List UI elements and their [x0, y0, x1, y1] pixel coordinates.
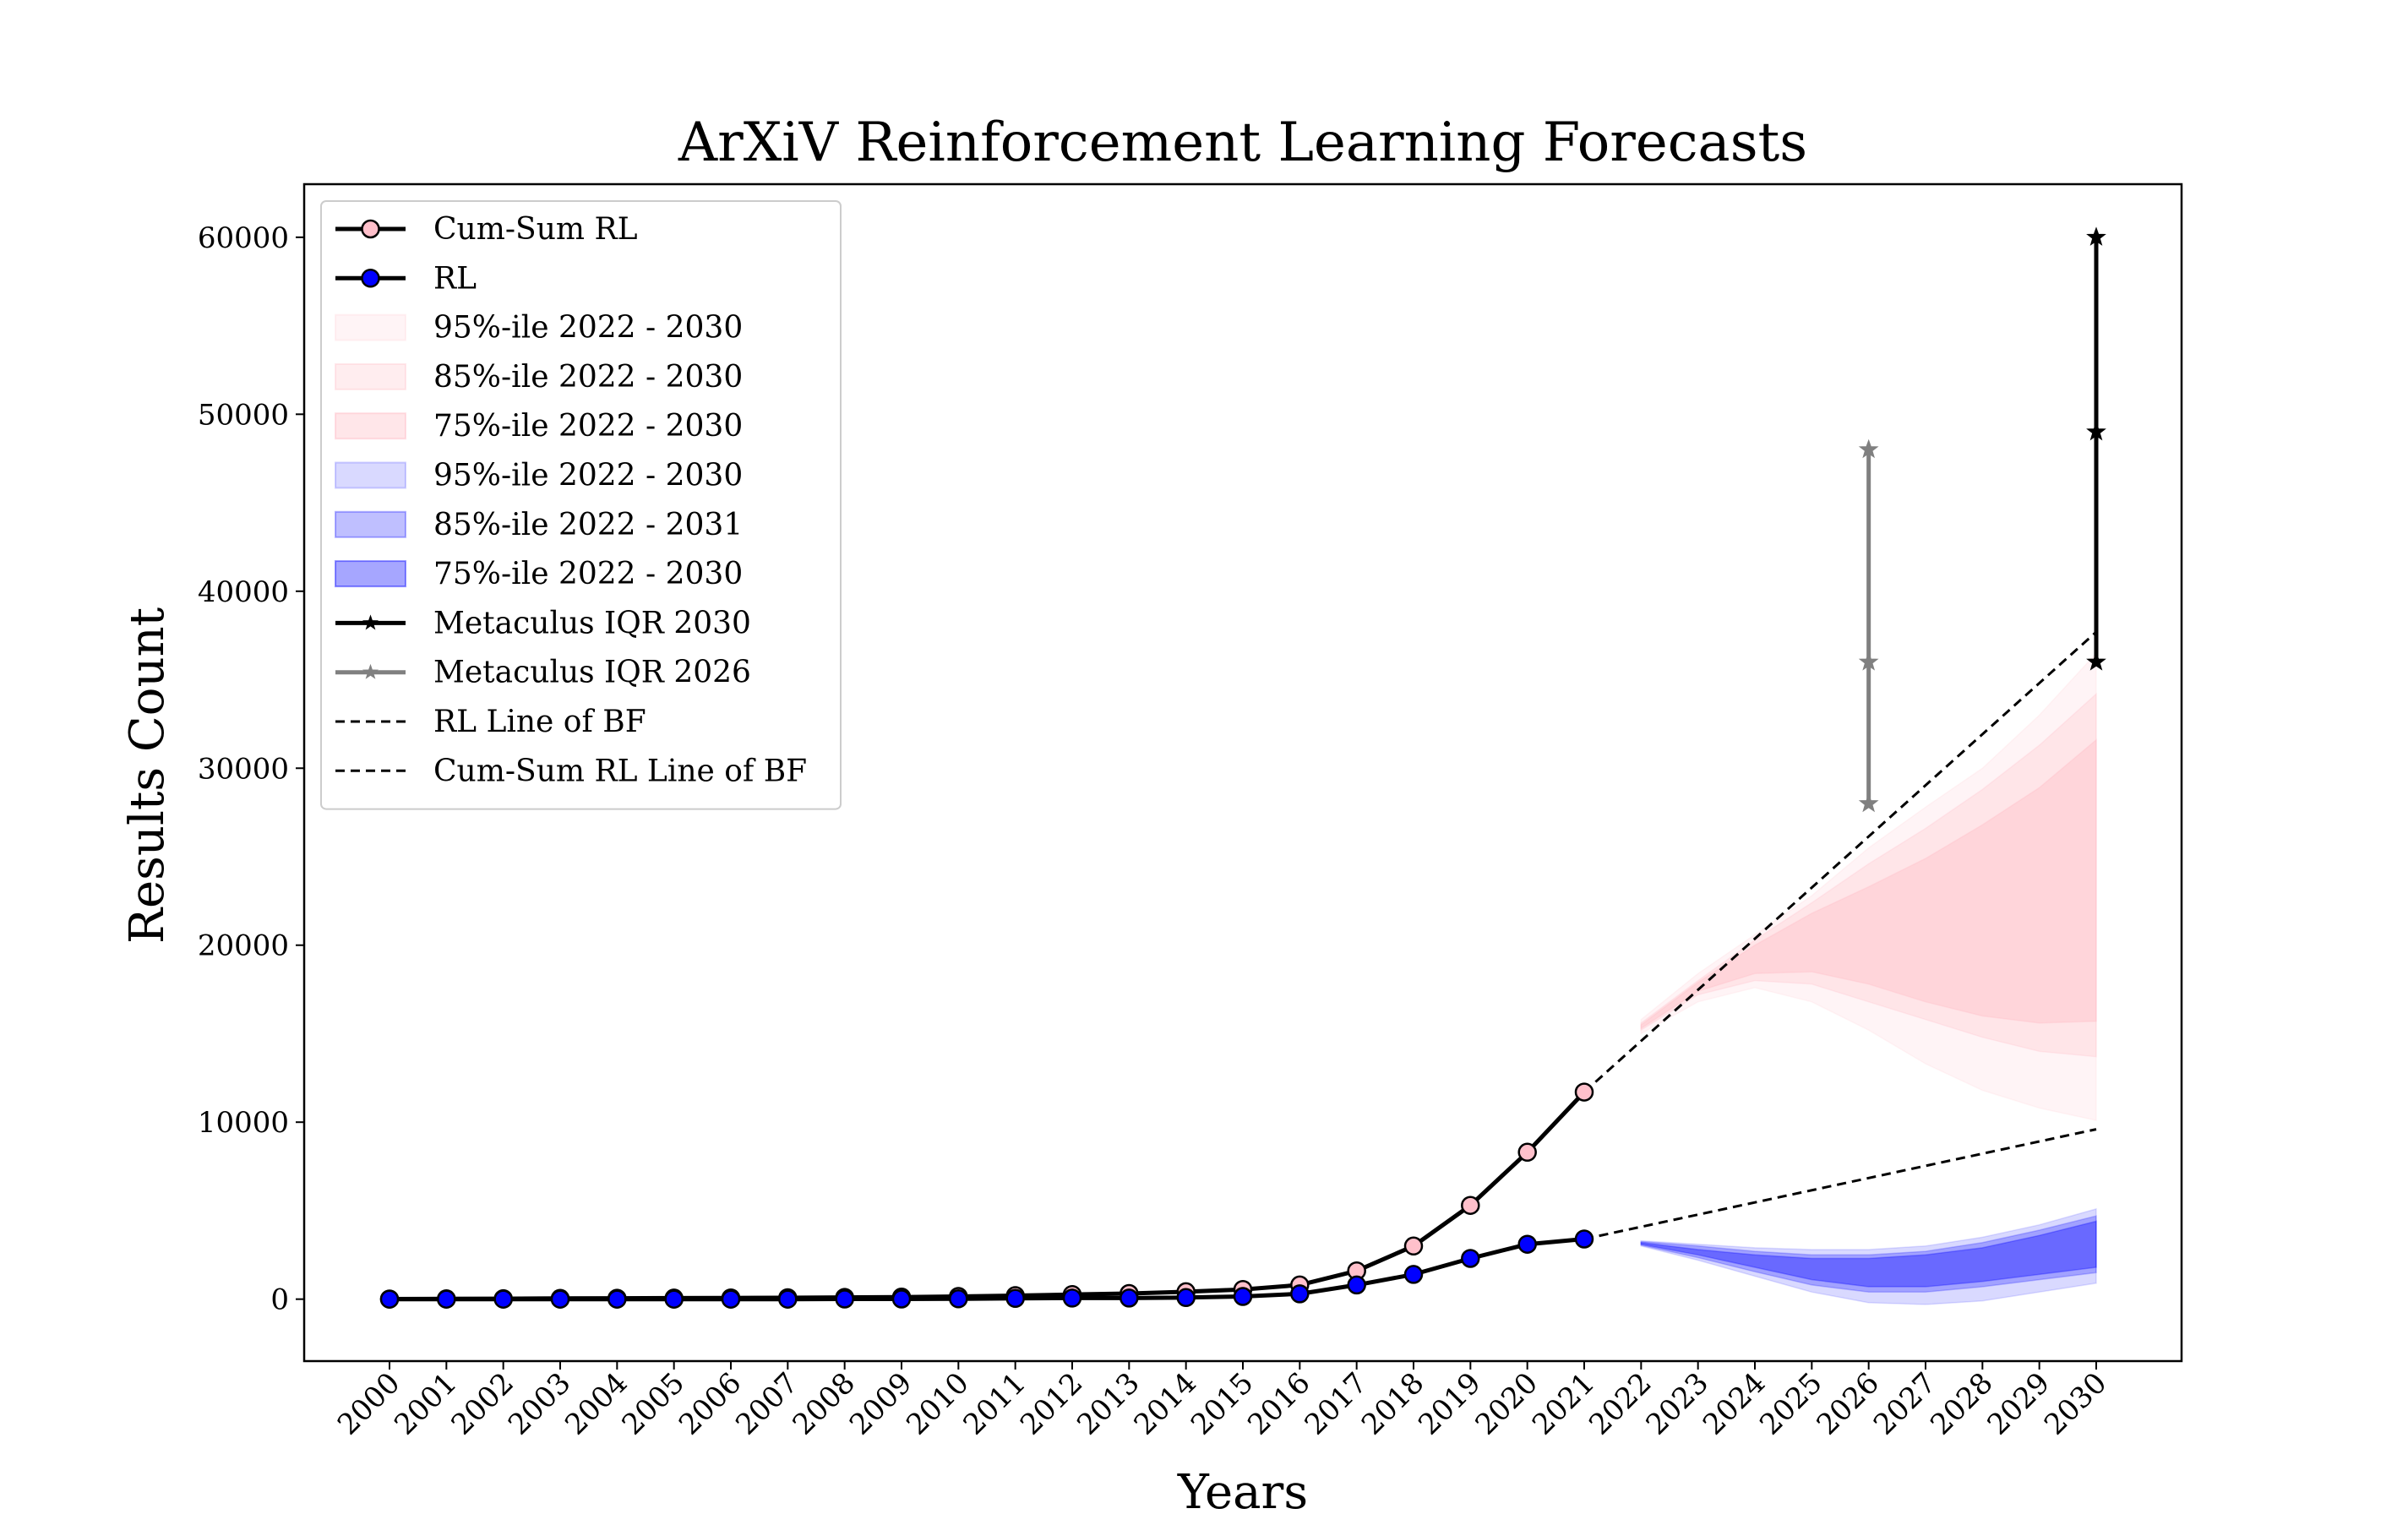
legend-handle-patch: [335, 461, 406, 489]
data-point-rl-2018: [1403, 1265, 1424, 1284]
legend-handle-star: [362, 614, 379, 630]
data-point-rl-2012: [1062, 1288, 1082, 1308]
legend-label: RL: [433, 261, 477, 296]
legend-label: Cum-Sum RL Line of BF: [433, 754, 807, 788]
metaculus-star-2026-2: [1858, 438, 1879, 459]
y-tick-label-50000: 50000: [198, 398, 289, 432]
y-tick-label-0: 0: [270, 1283, 289, 1317]
data-point-rl-2019: [1461, 1249, 1480, 1268]
legend: Cum-Sum RL RL 95%-ile 2022 - 2030 85%-ile 2…: [320, 200, 842, 810]
legend-handle-patch: [335, 313, 406, 341]
legend-handle-patch: [335, 560, 406, 588]
metaculus-star-2030-1: [2086, 421, 2106, 441]
legend-entry-6: 85%-ile 2022 - 2031: [335, 508, 743, 542]
data-point-cumsum-rl-2018: [1403, 1236, 1424, 1256]
legend-handle-marker: [361, 269, 380, 288]
legend-entry-3: 85%-ile 2022 - 2030: [335, 360, 743, 395]
y-tick-label-10000: 10000: [198, 1106, 289, 1140]
y-tick-label-20000: 20000: [198, 929, 289, 963]
legend-entry-1: RL: [335, 261, 477, 296]
legend-entry-5: 95%-ile 2022 - 2030: [335, 459, 743, 493]
data-point-rl-2000: [379, 1289, 400, 1309]
data-point-rl-2010: [949, 1289, 968, 1309]
data-point-rl-2021: [1574, 1229, 1594, 1249]
legend-entry-10: RL Line of BF: [335, 705, 646, 739]
data-point-rl-2003: [550, 1289, 570, 1309]
data-point-cumsum-rl-2019: [1461, 1195, 1480, 1215]
data-point-rl-2007: [778, 1289, 798, 1309]
band-pink-2: [1640, 738, 2097, 1030]
data-point-rl-2011: [1005, 1288, 1025, 1309]
legend-entry-7: 75%-ile 2022 - 2030: [335, 557, 743, 591]
plot-area: [379, 226, 2106, 1309]
legend-label: Cum-Sum RL: [433, 212, 638, 247]
chart-title: ArXiV Reinforcement Learning Forecasts: [678, 112, 1807, 174]
data-point-rl-2013: [1120, 1288, 1139, 1308]
legend-label: Metaculus IQR 2030: [433, 606, 751, 640]
legend-handle-star: [362, 663, 379, 679]
data-point-rl-2014: [1176, 1288, 1196, 1308]
x-axis-label: Years: [1177, 1465, 1308, 1520]
legend-handle-patch: [335, 362, 406, 390]
line-of-best-fit-1: [1583, 630, 2098, 1093]
legend-label: 85%-ile 2022 - 2031: [433, 508, 743, 542]
data-point-rl-2004: [607, 1289, 627, 1309]
legend-label: Metaculus IQR 2026: [433, 656, 751, 690]
plot-content: [379, 226, 2106, 1309]
y-tick-label-40000: 40000: [198, 575, 289, 609]
y-tick-label-30000: 30000: [198, 752, 289, 786]
legend-handle-patch: [335, 412, 406, 440]
data-point-rl-2016: [1290, 1284, 1310, 1304]
metaculus-star-2026-1: [1858, 651, 1879, 671]
data-point-rl-2020: [1517, 1234, 1537, 1254]
band-pink-1: [1640, 692, 2097, 1058]
data-point-rl-2002: [493, 1289, 513, 1309]
data-point-rl-2015: [1233, 1287, 1253, 1306]
band-pink-0: [1640, 651, 2097, 1122]
data-point-cumsum-rl-2020: [1517, 1142, 1537, 1163]
band-blue-5: [1640, 1220, 2097, 1288]
legend-entry-0: Cum-Sum RL: [335, 212, 638, 247]
data-point-rl-2017: [1347, 1275, 1366, 1295]
data-point-rl-2009: [891, 1289, 912, 1309]
data-point-cumsum-rl-2021: [1574, 1082, 1594, 1102]
band-blue-3: [1640, 1207, 2097, 1305]
legend-label: 75%-ile 2022 - 2030: [433, 409, 743, 444]
band-blue-4: [1640, 1215, 2097, 1294]
legend-label: 95%-ile 2022 - 2030: [433, 459, 743, 493]
legend-entry-8: Metaculus IQR 2030: [335, 606, 751, 640]
y-tick-label-60000: 60000: [198, 221, 289, 255]
legend-box: [320, 200, 842, 810]
legend-label: 85%-ile 2022 - 2030: [433, 360, 743, 395]
data-point-rl-2001: [437, 1289, 456, 1309]
metaculus-star-2030-2: [2086, 226, 2106, 246]
line-of-best-fit-0: [1583, 1128, 2097, 1240]
metaculus-star-2030-0: [2086, 651, 2106, 671]
legend-label: 75%-ile 2022 - 2030: [433, 557, 743, 591]
legend-label: 95%-ile 2022 - 2030: [433, 311, 743, 346]
data-point-rl-2006: [721, 1289, 741, 1309]
legend-label: RL Line of BF: [433, 705, 646, 739]
legend-handle-patch: [335, 510, 406, 538]
legend-entry-2: 95%-ile 2022 - 2030: [335, 311, 743, 346]
data-point-rl-2008: [835, 1289, 854, 1309]
legend-handle-marker: [361, 219, 380, 239]
metaculus-star-2026-0: [1858, 792, 1879, 813]
legend-entry-9: Metaculus IQR 2026: [335, 656, 751, 690]
legend-entry-4: 75%-ile 2022 - 2030: [335, 409, 743, 444]
y-axis-label: Results Count: [120, 607, 175, 944]
legend-entry-11: Cum-Sum RL Line of BF: [335, 754, 807, 788]
series-line-rl: [390, 1237, 1585, 1302]
data-point-rl-2005: [664, 1289, 684, 1309]
